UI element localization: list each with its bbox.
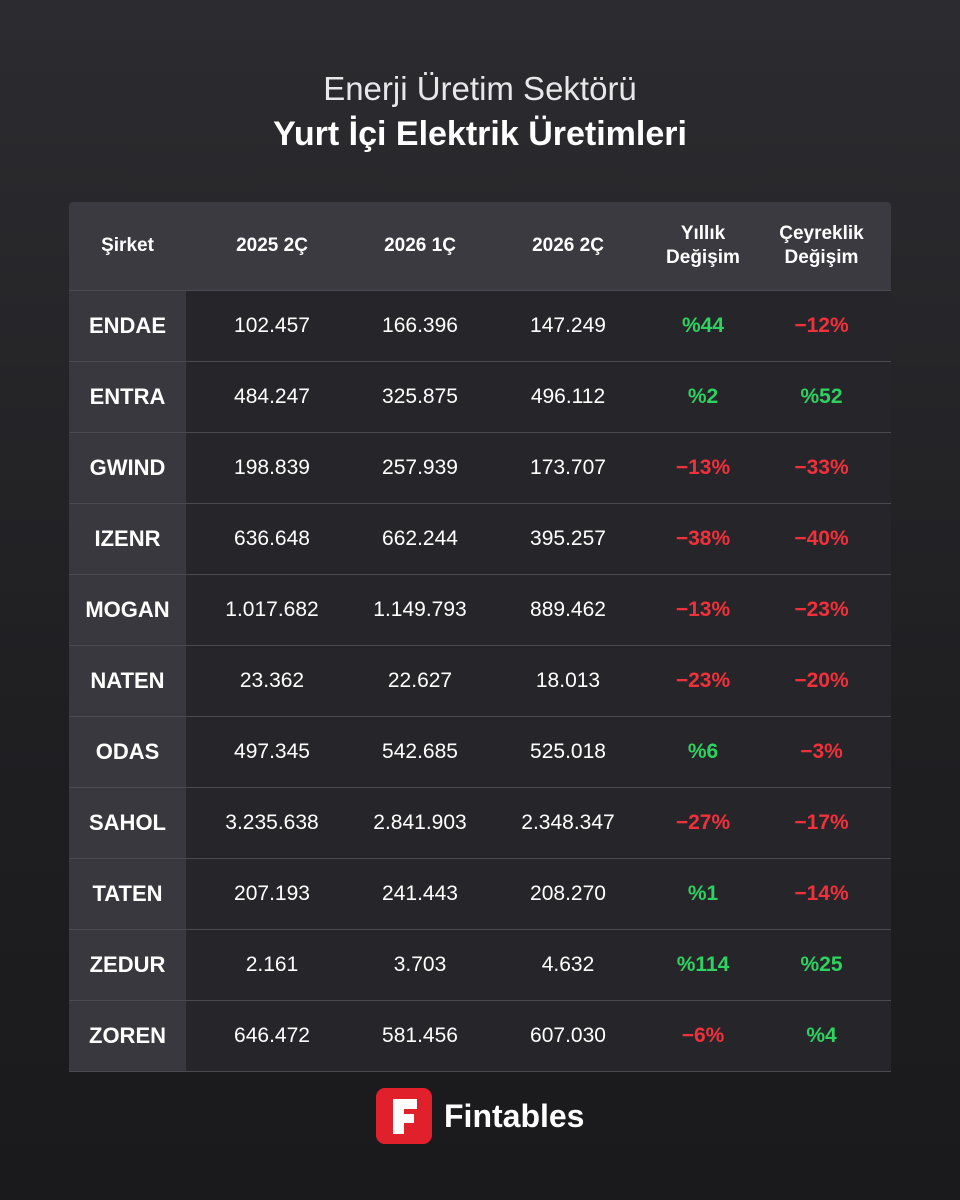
change-cell: %25 xyxy=(752,929,891,1001)
table-row: ENDAE 102.457 166.396 147.249 %44 −12% xyxy=(69,290,891,362)
value-cell: 257.939 xyxy=(358,432,482,504)
value-cell: 607.030 xyxy=(482,1000,654,1072)
company-cell: IZENR xyxy=(69,503,186,575)
table-row: SAHOL 3.235.638 2.841.903 2.348.347 −27% −17% xyxy=(69,787,891,859)
value-cell: 484.247 xyxy=(186,361,358,433)
subtitle: Yurt İçi Elektrik Üretimleri xyxy=(273,115,687,153)
company-cell: ZEDUR xyxy=(69,929,186,1001)
change-cell: −12% xyxy=(752,290,891,362)
change-cell: −23% xyxy=(752,574,891,646)
value-cell: 198.839 xyxy=(186,432,358,504)
change-cell: −6% xyxy=(654,1000,752,1072)
change-cell: −38% xyxy=(654,503,752,575)
value-cell: 166.396 xyxy=(358,290,482,362)
change-cell: −13% xyxy=(654,432,752,504)
change-cell: %1 xyxy=(654,858,752,930)
company-cell: ODAS xyxy=(69,716,186,788)
value-cell: 325.875 xyxy=(358,361,482,433)
value-cell: 395.257 xyxy=(482,503,654,575)
value-cell: 2.161 xyxy=(186,929,358,1001)
change-cell: %44 xyxy=(654,290,752,362)
change-cell: %114 xyxy=(654,929,752,1001)
change-cell: −23% xyxy=(654,645,752,717)
value-cell: 102.457 xyxy=(186,290,358,362)
value-cell: 173.707 xyxy=(482,432,654,504)
table-row: ODAS 497.345 542.685 525.018 %6 −3% xyxy=(69,716,891,788)
value-cell: 241.443 xyxy=(358,858,482,930)
table: Şirket 2025 2Ç 2026 1Ç 2026 2Ç Yıllık Değişi… xyxy=(69,202,891,1072)
change-cell: %4 xyxy=(752,1000,891,1072)
value-cell: 3.235.638 xyxy=(186,787,358,859)
value-cell: 1.149.793 xyxy=(358,574,482,646)
change-cell: −13% xyxy=(654,574,752,646)
brand: Fintables xyxy=(376,1088,584,1144)
company-cell: ENTRA xyxy=(69,361,186,433)
brand-name: Fintables xyxy=(444,1097,585,1134)
change-cell: %2 xyxy=(654,361,752,433)
brand-logo xyxy=(376,1088,432,1144)
company-cell: ZOREN xyxy=(69,1000,186,1072)
value-cell: 207.193 xyxy=(186,858,358,930)
column-header: 2025 2Ç xyxy=(186,202,358,291)
table-row: ZEDUR 2.161 3.703 4.632 %114 %25 xyxy=(69,929,891,1001)
company-cell: ENDAE xyxy=(69,290,186,362)
value-cell: 1.017.682 xyxy=(186,574,358,646)
value-cell: 18.013 xyxy=(482,645,654,717)
column-header: Yıllık Değişim xyxy=(654,202,752,291)
value-cell: 3.703 xyxy=(358,929,482,1001)
company-cell: SAHOL xyxy=(69,787,186,859)
company-cell: MOGAN xyxy=(69,574,186,646)
change-cell: −14% xyxy=(752,858,891,930)
value-cell: 646.472 xyxy=(186,1000,358,1072)
value-cell: 2.841.903 xyxy=(358,787,482,859)
change-cell: −33% xyxy=(752,432,891,504)
table-row: ZOREN 646.472 581.456 607.030 −6% %4 xyxy=(69,1000,891,1072)
change-cell: −40% xyxy=(752,503,891,575)
change-cell: −3% xyxy=(752,716,891,788)
table-row: ENTRA 484.247 325.875 496.112 %2 %52 xyxy=(69,361,891,433)
table-body: ENDAE 102.457 166.396 147.249 %44 −12% ENTRA 48… xyxy=(69,290,891,1072)
column-header: Çeyreklik Değişim xyxy=(752,202,891,291)
header-row: Şirket 2025 2Ç 2026 1Ç 2026 2Ç Yıllık Değişi… xyxy=(69,202,891,291)
value-cell: 497.345 xyxy=(186,716,358,788)
company-cell: TATEN xyxy=(69,858,186,930)
change-cell: −20% xyxy=(752,645,891,717)
value-cell: 4.632 xyxy=(482,929,654,1001)
table-row: GWIND 198.839 257.939 173.707 −13% −33% xyxy=(69,432,891,504)
value-cell: 496.112 xyxy=(482,361,654,433)
value-cell: 636.648 xyxy=(186,503,358,575)
table-row: NATEN 23.362 22.627 18.013 −23% −20% xyxy=(69,645,891,717)
table-row: IZENR 636.648 662.244 395.257 −38% −40% xyxy=(69,503,891,575)
value-cell: 889.462 xyxy=(482,574,654,646)
title: Enerji Üretim Sektörü xyxy=(323,70,637,107)
value-cell: 147.249 xyxy=(482,290,654,362)
value-cell: 662.244 xyxy=(358,503,482,575)
value-cell: 208.270 xyxy=(482,858,654,930)
company-cell: NATEN xyxy=(69,645,186,717)
change-cell: −27% xyxy=(654,787,752,859)
column-header: Şirket xyxy=(69,202,186,291)
change-cell: %52 xyxy=(752,361,891,433)
column-header: 2026 2Ç xyxy=(482,202,654,291)
value-cell: 525.018 xyxy=(482,716,654,788)
value-cell: 22.627 xyxy=(358,645,482,717)
table-row: TATEN 207.193 241.443 208.270 %1 −14% xyxy=(69,858,891,930)
column-header: 2026 1Ç xyxy=(358,202,482,291)
change-cell: %6 xyxy=(654,716,752,788)
value-cell: 23.362 xyxy=(186,645,358,717)
value-cell: 2.348.347 xyxy=(482,787,654,859)
table-row: MOGAN 1.017.682 1.149.793 889.462 −13% −23% xyxy=(69,574,891,646)
value-cell: 542.685 xyxy=(358,716,482,788)
value-cell: 581.456 xyxy=(358,1000,482,1072)
company-cell: GWIND xyxy=(69,432,186,504)
change-cell: −17% xyxy=(752,787,891,859)
